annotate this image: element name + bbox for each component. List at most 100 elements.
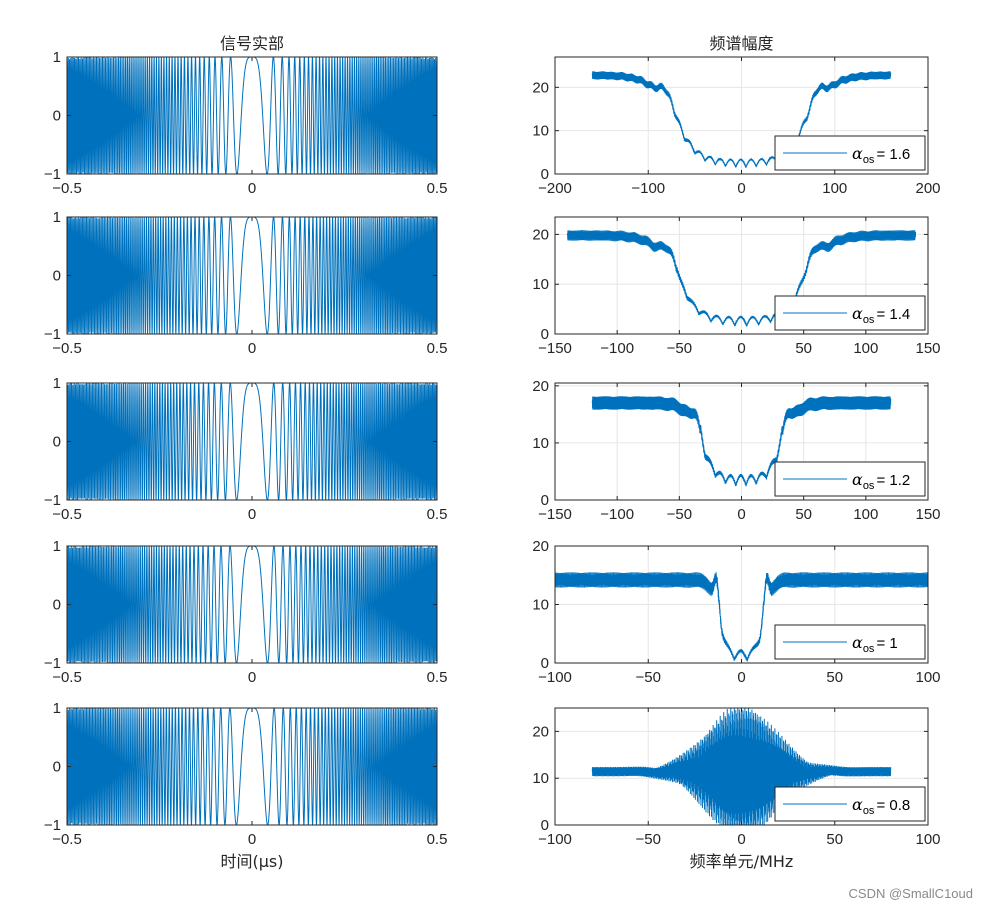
tick-label-x: −100 <box>538 831 572 848</box>
tick-label-x: 50 <box>795 506 812 523</box>
series-line <box>67 217 437 334</box>
axes-signal-4: −0.5 0 0.5 −1 0 1 时间(μs) <box>44 700 448 871</box>
tick-label-y: −1 <box>44 166 61 183</box>
tick-label-y: 0 <box>541 166 549 183</box>
legend: αos = 1 <box>774 624 926 660</box>
legend: αos = 1.6 <box>774 135 926 171</box>
tick-label-x: −100 <box>631 180 665 197</box>
legend-label: αos = 1.4 <box>852 304 910 326</box>
legend-label: αos = 1.2 <box>852 470 910 492</box>
tick-label-y: 10 <box>532 597 549 614</box>
tick-label-x: 0 <box>737 340 745 357</box>
tick-label-y: −1 <box>44 326 61 343</box>
legend: αos = 1.4 <box>774 295 926 331</box>
axes-xlabel: 频率单元/MHz <box>690 852 794 871</box>
tick-label-y: 20 <box>532 723 549 740</box>
legend-value: = 1.6 <box>876 146 910 163</box>
tick-label-x: 100 <box>853 340 878 357</box>
tick-label-x: −0.5 <box>52 180 82 197</box>
tick-label-x: 100 <box>915 669 940 686</box>
watermark: CSDN @SmallC1oud <box>848 886 973 901</box>
tick-label-x: 0 <box>737 506 745 523</box>
tick-label-x: 0 <box>248 669 256 686</box>
legend: αos = 0.8 <box>774 786 926 822</box>
tick-label-x: 100 <box>822 180 847 197</box>
tick-label-x: 0.5 <box>427 340 448 357</box>
tick-label-y: −1 <box>44 492 61 509</box>
legend-alpha-symbol: α <box>852 304 863 323</box>
tick-label-y: 10 <box>532 276 549 293</box>
tick-label-y: 0 <box>541 817 549 834</box>
legend-alpha-symbol: α <box>852 144 863 163</box>
tick-label-y: 10 <box>532 123 549 140</box>
tick-label-x: 50 <box>795 340 812 357</box>
tick-label-x: 0.5 <box>427 831 448 848</box>
tick-label-y: 0 <box>541 326 549 343</box>
series-line <box>566 230 917 327</box>
tick-label-y: 10 <box>532 435 549 452</box>
tick-label-y: −1 <box>44 817 61 834</box>
axes-spectrum-2: −150 −100 −50 0 50 100 150 0 10 20 αos = 1.2 <box>532 378 940 523</box>
tick-label-y: 20 <box>532 378 549 395</box>
legend-subscript: os <box>863 805 875 817</box>
series-line <box>591 708 892 825</box>
tick-label-x: 0.5 <box>427 180 448 197</box>
tick-label-x: −150 <box>538 506 572 523</box>
tick-label-x: −50 <box>636 831 661 848</box>
tick-label-x: 0 <box>737 669 745 686</box>
series-line <box>67 57 437 174</box>
series-line <box>591 396 892 487</box>
tick-label-y: 10 <box>532 770 549 787</box>
series-line <box>67 383 437 500</box>
axes-spectrum-1: −150 −100 −50 0 50 100 150 0 10 20 αos = 1.4 <box>532 216 941 357</box>
tick-label-y: 0 <box>53 108 61 125</box>
tick-label-x: 100 <box>853 506 878 523</box>
legend-subscript: os <box>863 643 875 655</box>
tick-label-x: −50 <box>667 340 692 357</box>
legend-label: αos = 0.8 <box>852 795 910 817</box>
tick-label-x: −100 <box>538 669 572 686</box>
tick-label-y: 20 <box>532 79 549 96</box>
tick-label-y: 0 <box>541 492 549 509</box>
tick-label-x: 0 <box>248 831 256 848</box>
legend-label: αos = 1 <box>852 633 898 655</box>
tick-label-x: −0.5 <box>52 669 82 686</box>
axes-signal-0: −0.5 0 0.5 −1 0 1 信号实部 <box>44 34 448 197</box>
tick-label-x: −0.5 <box>52 340 82 357</box>
tick-label-y: 1 <box>53 538 61 555</box>
tick-label-x: 150 <box>915 340 940 357</box>
tick-label-x: 50 <box>826 669 843 686</box>
axes-spectrum-3: −100 −50 0 50 100 0 10 20 αos = 1 <box>532 538 940 686</box>
legend-subscript: os <box>863 314 875 326</box>
tick-label-x: 0 <box>248 180 256 197</box>
tick-label-y: 0 <box>53 759 61 776</box>
tick-label-y: 20 <box>532 226 549 243</box>
legend-value: = 1.4 <box>876 306 910 323</box>
tick-label-x: −0.5 <box>52 831 82 848</box>
legend-value: = 1.2 <box>876 472 910 489</box>
series-line <box>591 71 892 169</box>
tick-label-x: 0.5 <box>427 506 448 523</box>
axes-xlabel: 时间(μs) <box>220 852 283 871</box>
tick-label-y: 1 <box>53 49 61 66</box>
tick-label-y: −1 <box>44 655 61 672</box>
tick-label-x: 200 <box>915 180 940 197</box>
tick-label-x: −200 <box>538 180 572 197</box>
tick-label-y: 1 <box>53 375 61 392</box>
tick-label-x: −100 <box>600 340 634 357</box>
legend-label: αos = 1.6 <box>852 144 910 166</box>
tick-label-x: 50 <box>826 831 843 848</box>
legend-subscript: os <box>863 480 875 492</box>
legend-alpha-symbol: α <box>852 795 863 814</box>
tick-label-x: −50 <box>667 506 692 523</box>
legend-subscript: os <box>863 154 875 166</box>
tick-label-y: 1 <box>53 209 61 226</box>
axes-signal-1: −0.5 0 0.5 −1 0 1 <box>44 209 448 357</box>
legend-alpha-symbol: α <box>852 633 863 652</box>
axes-spectrum-0: −200 −100 0 100 200 0 10 20 频谱幅度 αos = 1.6 <box>532 34 940 197</box>
legend-alpha-symbol: α <box>852 470 863 489</box>
tick-label-y: 1 <box>53 700 61 717</box>
axes-signal-2: −0.5 0 0.5 −1 0 1 <box>44 375 448 523</box>
tick-label-y: 0 <box>53 268 61 285</box>
tick-label-x: 0 <box>737 180 745 197</box>
